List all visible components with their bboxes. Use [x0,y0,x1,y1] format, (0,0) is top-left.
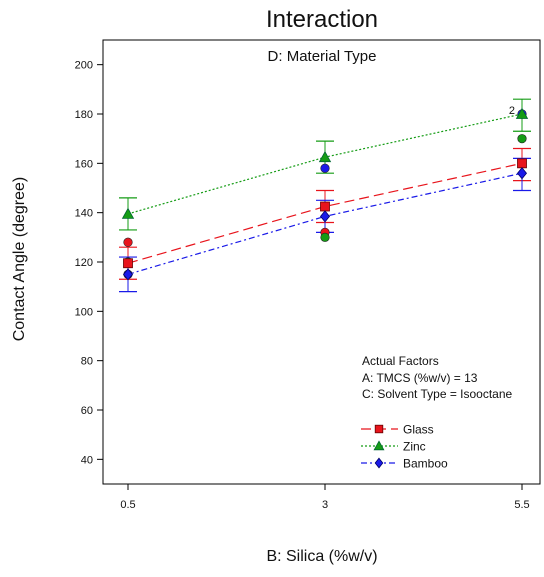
legend-marker-bamboo [374,457,384,469]
chart-title: Interaction [265,6,379,33]
legend-label-bamboo: Bamboo [403,457,448,471]
y-tick-label: 180 [75,109,93,121]
predicted-marker-bamboo [516,167,528,180]
predicted-marker-zinc [515,107,529,119]
observed-point-glass [123,237,133,247]
y-tick-label: 200 [75,60,93,72]
y-tick-label: 80 [81,356,93,368]
point-count-label: 2 [509,105,515,117]
actual-factor-line: C: Solvent Type = Isooctane [362,387,513,401]
x-tick-label: 5.5 [514,499,529,511]
observed-point-zinc [320,232,330,242]
y-tick-label: 160 [75,158,93,170]
predicted-marker-bamboo [122,268,134,281]
observed-point-zinc [517,134,527,144]
x-axis-label: B: Silica (%w/v) [266,548,378,565]
y-tick-label: 100 [75,306,93,318]
actual-factors-heading: Actual Factors [362,354,439,368]
predicted-marker-zinc [318,150,332,163]
predicted-marker-glass [123,258,133,269]
predicted-marker-glass [320,201,330,212]
observed-point-bamboo [320,163,330,173]
legend-label-zinc: Zinc [403,440,426,454]
predicted-marker-zinc [121,207,135,219]
x-tick-label: 3 [322,499,328,511]
x-tick-label: 0.5 [120,499,135,511]
legend-marker-zinc [373,440,385,451]
legend-marker-glass [374,424,384,434]
y-tick-label: 60 [81,405,93,417]
y-tick-label: 40 [81,454,93,466]
chart-subtitle: D: Material Type [268,48,377,65]
y-tick-label: 140 [75,208,93,220]
y-tick-label: 120 [75,257,93,269]
predicted-marker-glass [517,158,527,169]
legend-label-glass: Glass [403,423,434,437]
series-line-glass [127,162,523,264]
actual-factor-line: A: TMCS (%w/v) = 13 [362,371,478,385]
predicted-marker-bamboo [319,210,331,223]
